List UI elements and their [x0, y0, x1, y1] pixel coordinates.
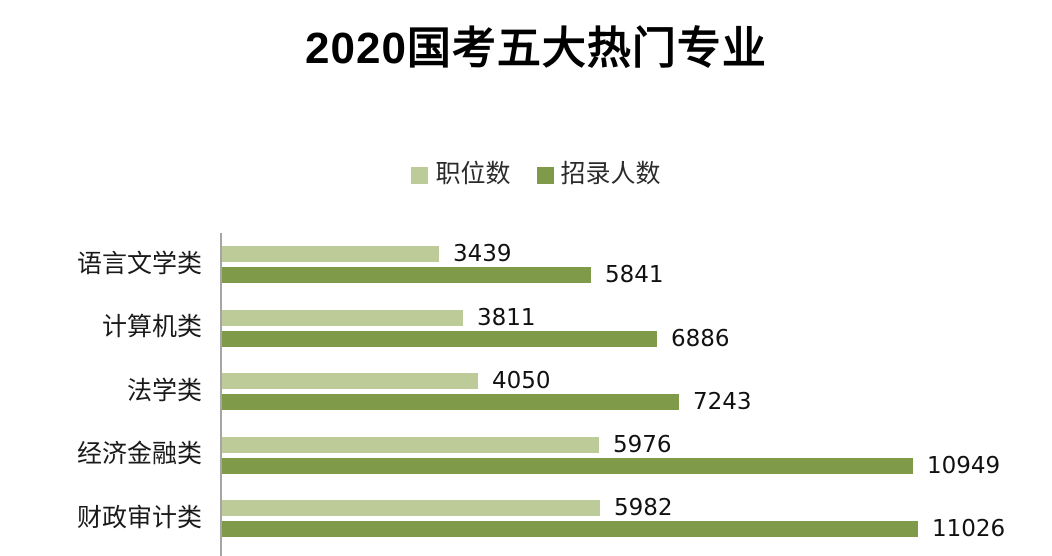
bar-value-label: 6886	[671, 325, 730, 352]
bar-value-label: 7243	[693, 389, 752, 415]
bar-value-label: 5976	[613, 431, 672, 458]
legend-label: 招录人数	[560, 161, 661, 188]
category-label: 法学类	[126, 377, 202, 405]
legend-item-positions: 职位数	[411, 161, 511, 188]
bar-positions	[222, 309, 463, 326]
legend-swatch-recruits	[536, 166, 554, 184]
bar-positions	[222, 500, 600, 516]
bar-value-label: 4050	[492, 368, 551, 394]
bar-value-label: 5982	[614, 495, 673, 521]
bar-recruits	[222, 394, 679, 410]
bar-value-label: 3811	[477, 304, 536, 331]
category-label: 经济金融类	[76, 441, 202, 468]
bar-positions	[222, 436, 599, 453]
category-label: 语言文学类	[76, 250, 202, 278]
bar-positions	[222, 373, 478, 389]
bar-recruits	[222, 267, 591, 283]
bar-value-label: 10949	[927, 452, 1001, 479]
legend-swatch-positions	[411, 166, 429, 184]
y-axis-line	[220, 233, 222, 556]
bar-positions	[222, 246, 439, 262]
legend: 职位数 招录人数	[0, 158, 1052, 192]
category-label: 财政审计类	[76, 504, 202, 532]
bar-value-label: 3439	[453, 241, 512, 267]
bar-value-label: 11026	[932, 516, 1006, 542]
bar-value-label: 5841	[605, 262, 664, 288]
bar-recruits	[222, 521, 918, 537]
category-label: 计算机类	[101, 314, 202, 341]
bar-recruits	[222, 330, 657, 347]
bar-recruits	[222, 457, 913, 474]
chart-title: 2020国考五大热门专业	[305, 24, 767, 73]
legend-item-recruits: 招录人数	[536, 161, 661, 188]
legend-label: 职位数	[435, 161, 511, 188]
